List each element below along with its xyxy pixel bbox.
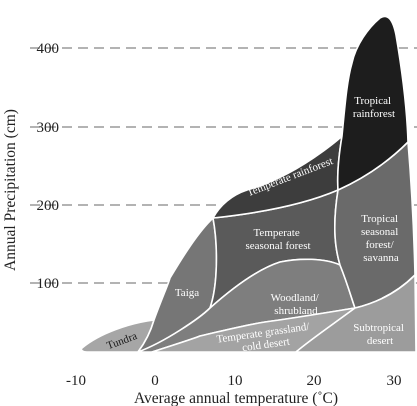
label-line: Temperate xyxy=(253,227,299,239)
x-tick-label: -10 xyxy=(66,373,86,389)
y-tick-labels: 100 200 300 400 xyxy=(37,41,60,292)
label-tropical-rainforest: Tropical rainforest xyxy=(353,95,395,120)
biome-regions xyxy=(80,15,417,353)
x-tick-label: 0 xyxy=(151,373,159,389)
y-tick-label: 200 xyxy=(37,198,60,214)
label-line: Tropical xyxy=(361,213,398,225)
label-line: seasonal forest xyxy=(245,240,310,252)
label-taiga: Taiga xyxy=(175,287,199,299)
label-tropical-seasonal-forest: Tropical seasonal forest/ savanna xyxy=(361,213,401,264)
x-tick-label: 30 xyxy=(387,373,402,389)
label-line: rainforest xyxy=(353,108,395,120)
label-line: savanna xyxy=(363,252,399,264)
region-tropical-rainforest xyxy=(336,15,409,191)
label-line: Subtropical xyxy=(353,322,404,334)
label-line: shrubland xyxy=(274,305,318,317)
label-temperate-seasonal-forest: Temperate seasonal forest xyxy=(245,227,310,252)
region-subtropical-desert xyxy=(295,274,417,353)
label-line: Tropical xyxy=(354,95,391,107)
x-tick-labels: -10 0 10 20 30 xyxy=(66,373,402,389)
label-line: seasonal xyxy=(361,226,398,238)
x-tick-label: 10 xyxy=(228,373,243,389)
y-tick-label: 100 xyxy=(37,276,60,292)
x-axis-title: Average annual temperature (˚C) xyxy=(134,390,338,406)
y-tick-label: 400 xyxy=(37,41,60,57)
label-line: forest/ xyxy=(366,239,395,251)
x-tick-label: 20 xyxy=(307,373,322,389)
label-line: desert xyxy=(367,335,393,347)
label-subtropical-desert: Subtropical desert xyxy=(353,322,406,347)
region-temperate-rainforest xyxy=(212,135,343,219)
label-line: Woodland/ xyxy=(271,292,320,304)
label-woodland-shrubland: Woodland/ shrubland xyxy=(271,292,322,317)
y-tick-label: 300 xyxy=(37,120,60,136)
y-axis-title: Annual Precipitation (cm) xyxy=(2,109,19,271)
